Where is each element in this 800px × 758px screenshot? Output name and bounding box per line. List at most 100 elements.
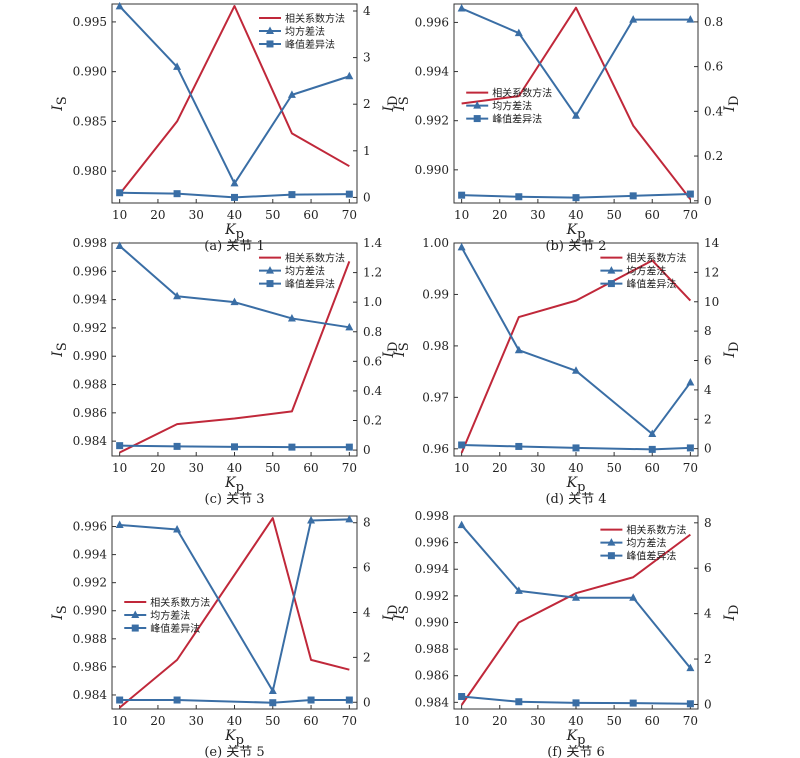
y-right-tick-label: 0 (704, 194, 712, 208)
y-right-tick-label: 2 (704, 652, 712, 666)
y-right-tick-label: 1 (363, 144, 371, 158)
legend-label: 相关系数方法 (285, 252, 345, 265)
y-right-tick-label: 10 (704, 295, 719, 309)
y-left-tick-label: 0.995 (73, 15, 107, 29)
y-left-tick-label: 0.984 (73, 434, 108, 448)
plot-frame (111, 515, 358, 710)
x-tick-label: 70 (342, 461, 357, 475)
x-tick-label: 70 (683, 208, 698, 222)
y-left-tick-label: 0.992 (415, 114, 449, 128)
y-right-tick-label: 0.8 (704, 15, 723, 29)
x-tick-label: 60 (303, 714, 318, 728)
legend-label: 相关系数方法 (492, 87, 552, 100)
x-tick-label: 40 (227, 714, 242, 728)
legend-square-marker (607, 280, 615, 288)
square-marker (629, 192, 637, 200)
y-right-tick-label: 0.2 (363, 414, 382, 428)
legend-label: 相关系数方法 (150, 596, 210, 609)
x-tick-label: 40 (568, 208, 583, 222)
triangle-marker (457, 3, 466, 12)
panel-caption: (d) 关节 4 (545, 492, 606, 507)
legend-label: 峰值差异法 (150, 622, 200, 635)
square-marker (288, 191, 296, 199)
y-left-tick-label: 0.990 (73, 65, 107, 79)
legend-triangle-marker (131, 610, 140, 619)
x-tick-label: 10 (112, 714, 127, 728)
square-marker (307, 696, 315, 704)
chart-panel-1: 10 20 30 40 50 60 70 0.980 0.985 0.990 0.995 0 1 2 3 4 K… (50, 1, 401, 254)
y-left-tick-label: 0.984 (73, 688, 108, 702)
triangle-marker (514, 28, 523, 37)
square-marker (572, 194, 580, 202)
legend-square-marker (473, 115, 481, 123)
y-right-tick-label: 1.4 (363, 236, 382, 250)
legend-square-marker (266, 40, 274, 48)
y-left-tick-label: 0.99 (422, 287, 449, 301)
y-right-tick-label: 0.4 (704, 104, 723, 118)
legend-square-marker (266, 280, 274, 288)
legend-label: 峰值差异法 (285, 278, 335, 291)
y-right-tick-label: 3 (363, 51, 371, 65)
y-right-tick-label: 0.8 (363, 325, 382, 339)
x-axis-label: Kp (566, 222, 586, 242)
y-left-tick-label: 0.996 (73, 520, 107, 534)
y-left-tick-label: 0.988 (73, 632, 107, 646)
triangle-marker (514, 345, 523, 354)
square-marker (345, 696, 353, 704)
square-marker (173, 696, 181, 704)
y-left-tick-label: 0.986 (415, 669, 449, 683)
triangle-marker (457, 242, 466, 251)
y-left-tick-label: 0.96 (422, 442, 449, 456)
x-tick-label: 50 (265, 208, 280, 222)
x-tick-label: 70 (683, 714, 698, 728)
y-left-tick-label: 0.994 (73, 548, 108, 562)
y-left-tick-label: 0.994 (415, 562, 450, 576)
triangle-marker (514, 586, 523, 594)
triangle-marker (230, 297, 239, 306)
legend-label: 相关系数方法 (285, 12, 345, 25)
triangle-marker (629, 593, 638, 601)
y-left-tick-label: 0.996 (415, 15, 449, 29)
x-tick-label: 10 (112, 461, 127, 475)
y-left-tick-label: 0.980 (73, 164, 107, 178)
y-right-axis-label: ID (381, 96, 401, 113)
x-tick-label: 50 (265, 714, 280, 728)
x-tick-label: 30 (530, 714, 545, 728)
x-tick-label: 30 (189, 208, 204, 222)
square-marker (231, 193, 238, 201)
x-tick-label: 10 (454, 714, 469, 728)
x-tick-label: 60 (645, 208, 660, 222)
y-left-tick-label: 0.988 (415, 642, 449, 656)
series-line-1 (460, 259, 692, 454)
y-right-tick-label: 0 (363, 443, 371, 457)
y-left-tick-label: 0.990 (73, 604, 107, 618)
square-marker (173, 442, 181, 450)
legend-label: 峰值差异法 (492, 113, 542, 126)
y-left-tick-label: 0.992 (73, 321, 107, 335)
series-line-1 (119, 517, 350, 709)
x-tick-label: 10 (454, 461, 469, 475)
legend-label: 峰值差异法 (626, 550, 676, 563)
triangle-marker (173, 62, 182, 70)
y-left-tick-label: 0.996 (73, 264, 107, 278)
legend-label: 峰值差异法 (626, 278, 676, 291)
x-tick-label: 20 (492, 714, 507, 728)
square-marker (231, 443, 238, 451)
triangle-marker (457, 520, 466, 529)
x-tick-label: 50 (606, 461, 621, 475)
x-tick-label: 30 (189, 714, 204, 728)
x-tick-label: 40 (568, 714, 583, 728)
triangle-marker (686, 663, 695, 672)
y-right-axis-label: ID (722, 605, 742, 622)
y-right-axis-label: ID (381, 605, 401, 622)
x-tick-label: 70 (342, 208, 357, 222)
triangle-marker (572, 366, 580, 374)
triangle-marker (268, 686, 277, 695)
y-right-tick-label: 0 (704, 697, 712, 711)
triangle-marker (572, 111, 580, 119)
square-marker (288, 443, 296, 451)
triangle-marker (345, 514, 354, 523)
